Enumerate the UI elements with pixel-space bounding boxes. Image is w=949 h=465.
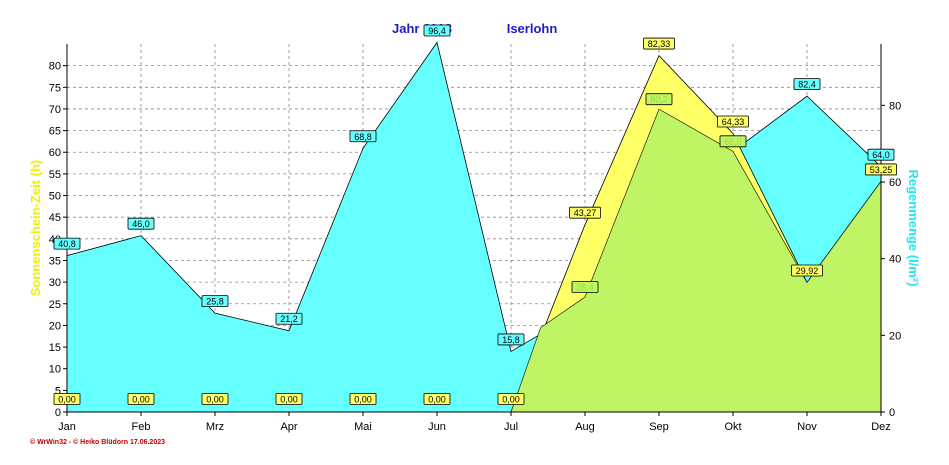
sun-data-label-box	[201, 393, 229, 405]
sun-data-label-box	[127, 393, 155, 405]
sun-data-label-box	[53, 393, 81, 405]
rain-data-label-box	[127, 217, 155, 230]
rain-data-label-box	[201, 295, 229, 308]
overlap-data-label-box	[645, 93, 673, 106]
x-tick-label: Okt	[724, 421, 741, 433]
y-tick-label-left: 65	[49, 126, 61, 138]
sun-data-label: 82,33	[648, 39, 671, 49]
y-tick-label-left: 45	[49, 212, 61, 224]
y-tick-label-left: 5	[55, 385, 61, 397]
y-tick-label-left: 20	[49, 320, 61, 332]
y-tick-label-right: 20	[889, 330, 901, 342]
y-tick-label-right: 60	[889, 177, 901, 189]
x-tick-label: Jul	[504, 421, 518, 433]
y-tick-label-left: 15	[49, 342, 61, 354]
x-tick-label: Mrz	[206, 421, 224, 433]
sun-data-label-box	[643, 37, 675, 50]
sun-data-label-box	[497, 393, 525, 405]
overlap-data-label: 66,0	[724, 137, 742, 147]
y-tick-label-right: 40	[889, 254, 901, 266]
y-tick-label-left: 30	[49, 277, 61, 289]
sun-data-label: 0,00	[428, 395, 446, 405]
rain-data-label: 96,4	[428, 26, 446, 36]
sun-data-label: 29,92	[796, 266, 819, 276]
sun-data-label-box	[717, 115, 749, 128]
overlap-data-label: 28,4	[576, 283, 594, 293]
sun-data-label: 0,00	[280, 395, 298, 405]
x-tick-label: Feb	[132, 421, 151, 433]
y-tick-label-left: 80	[49, 61, 61, 73]
y-tick-label-left: 10	[49, 364, 61, 376]
sun-data-label: 0,00	[354, 395, 372, 405]
sun-data-label-box	[569, 206, 601, 219]
overlap-data-label: 80,2	[650, 95, 668, 105]
rain-data-label-box	[275, 312, 303, 325]
y-tick-label-left: 60	[49, 147, 61, 159]
rain-data-label-box	[867, 148, 895, 161]
sun-data-label: 0,00	[58, 395, 76, 405]
x-tick-label: Apr	[280, 421, 297, 433]
sun-data-label-box	[423, 393, 451, 405]
overlap-data-label-box	[719, 135, 747, 148]
y-tick-label-left: 55	[49, 169, 61, 181]
x-tick-label: Nov	[797, 421, 817, 433]
y-tick-label-right: 0	[889, 407, 895, 419]
sun-data-label: 0,00	[206, 395, 224, 405]
y-tick-label-left: 50	[49, 191, 61, 203]
rain-data-label: 40,8	[58, 239, 76, 249]
x-tick-label: Sep	[649, 421, 669, 433]
y-tick-label-left: 70	[49, 104, 61, 116]
sun-data-label-box	[275, 393, 303, 405]
y-tick-label-left: 25	[49, 299, 61, 311]
area-series	[66, 41, 882, 413]
rain-data-label-box	[793, 78, 821, 91]
rain-data-label: 68,8	[354, 132, 372, 142]
sun-data-label: 43,27	[574, 208, 597, 218]
y-axis-label-left: Sonnenschein-Zeit (h)	[28, 160, 43, 297]
chart-location: Iserlohn	[507, 21, 558, 36]
x-tick-label: Jun	[428, 421, 446, 433]
rain-data-label: 64,0	[872, 150, 890, 160]
rain-data-label: 21,2	[280, 314, 298, 324]
footer-credit: © WrWin32 - © Heiko Blüdorn 17.06.2023	[30, 438, 165, 446]
tick-labels: 0510152025303540455055606570758002040608…	[49, 61, 902, 433]
x-tick-label: Mai	[354, 421, 372, 433]
rain-data-label: 46,0	[132, 219, 150, 229]
rain-data-label: 15,8	[502, 335, 520, 345]
sun-data-label-box	[865, 163, 897, 176]
rain-data-label-box	[497, 333, 525, 346]
sun-data-label: 0,00	[132, 395, 150, 405]
sun-data-label: 53,25	[870, 165, 893, 175]
rain-data-label: 25,8	[206, 297, 224, 307]
y-tick-label-left: 75	[49, 82, 61, 94]
x-tick-label: Aug	[575, 421, 595, 433]
y-tick-label-left: 0	[55, 407, 61, 419]
sun-data-label-box	[791, 264, 823, 277]
rain-data-label-box	[53, 237, 81, 250]
data-labels: 40,8 46,0 25,8 21,2 68,8 96,4 15,8 82,4 64,0 0,00…	[53, 24, 897, 405]
rain-data-label-box	[423, 24, 451, 37]
sun-data-label: 0,00	[502, 395, 520, 405]
rain-data-label: 82,4	[798, 80, 816, 90]
x-tick-label: Jan	[58, 421, 76, 433]
y-tick-label-right: 80	[889, 100, 901, 112]
y-axis-label-right: Regenmenge (l/m²)	[906, 169, 921, 286]
rain-data-label-box	[349, 130, 377, 143]
sun-data-label-box	[349, 393, 377, 405]
x-tick-label: Dez	[871, 421, 891, 433]
sun-data-label: 64,33	[722, 117, 745, 127]
y-tick-label-left: 35	[49, 255, 61, 267]
overlap-data-label-box	[571, 281, 599, 293]
